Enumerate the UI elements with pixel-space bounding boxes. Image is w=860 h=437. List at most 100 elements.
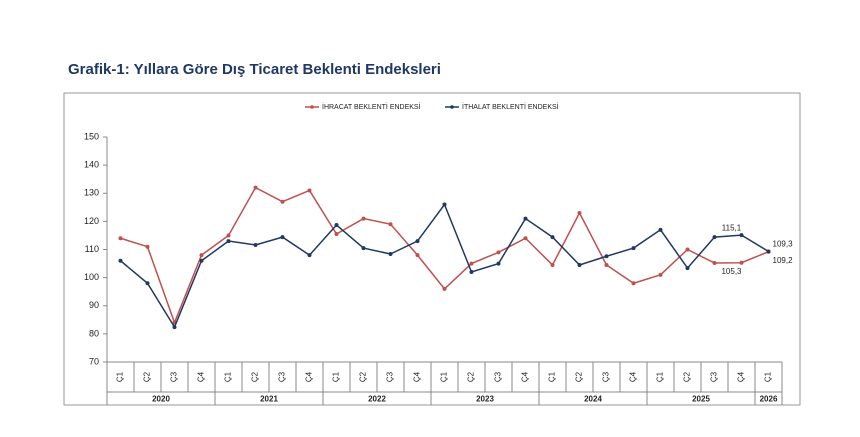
legend-marker	[450, 105, 454, 109]
x-tick-label: Ç3	[278, 371, 287, 382]
point	[280, 199, 285, 204]
x-tick-label: Ç3	[602, 371, 611, 382]
point	[199, 258, 204, 263]
x-tick-label: Ç1	[656, 371, 665, 382]
point	[523, 236, 528, 241]
x-tick-label: Ç1	[440, 371, 449, 382]
y-tick-label: 150	[84, 131, 99, 141]
point	[280, 235, 285, 240]
point	[334, 223, 339, 228]
x-tick-label: Ç4	[521, 371, 530, 382]
point	[712, 235, 717, 240]
x-tick-label: Ç4	[737, 371, 746, 382]
point	[604, 254, 609, 259]
legend-label: İTHALAT BEKLENTİ ENDEKSİ	[462, 102, 559, 111]
value-label: 109,2	[773, 256, 794, 265]
point	[253, 185, 258, 190]
point	[631, 281, 636, 286]
point	[685, 266, 690, 271]
value-label: 115,1	[722, 223, 742, 232]
x-tick-label: Ç4	[305, 371, 314, 382]
point	[361, 216, 366, 221]
x-tick-label: Ç3	[170, 371, 179, 382]
point	[226, 239, 231, 244]
x-tick-label: Ç3	[386, 371, 395, 382]
point	[388, 222, 393, 227]
point	[199, 253, 204, 258]
x-tick-label: Ç4	[629, 371, 638, 382]
point	[658, 227, 663, 232]
point	[145, 244, 150, 249]
point	[442, 202, 447, 207]
x-tick-label: Ç1	[224, 371, 233, 382]
x-tick-label: Ç2	[575, 371, 584, 382]
x-tick-label: Ç1	[332, 371, 341, 382]
x-tick-label: Ç2	[683, 371, 692, 382]
x-tick-label: Ç2	[251, 371, 260, 382]
x-tick-label: Ç3	[494, 371, 503, 382]
x-tick-label: Ç2	[359, 371, 368, 382]
point	[550, 235, 555, 240]
group-label: 2021	[260, 395, 278, 404]
x-tick-label: Ç3	[710, 371, 719, 382]
y-tick-label: 120	[84, 216, 99, 226]
point	[415, 239, 420, 244]
y-tick-label: 80	[89, 328, 99, 338]
x-tick-label: Ç1	[116, 371, 125, 382]
point	[442, 286, 447, 291]
group-label: 2025	[692, 395, 710, 404]
y-tick-label: 100	[84, 272, 99, 282]
point	[253, 243, 258, 247]
x-tick-label: Ç4	[197, 371, 206, 382]
x-tick-label: Ç2	[143, 371, 152, 382]
point	[739, 233, 744, 238]
point	[469, 261, 474, 266]
point	[388, 252, 393, 256]
point	[415, 253, 420, 258]
y-tick-label: 140	[84, 160, 99, 170]
y-tick-label: 70	[89, 356, 99, 366]
value-label: 105,3	[721, 267, 742, 276]
x-tick-label: Ç1	[548, 371, 557, 382]
chart-title: Grafik-1: Yıllara Göre Dış Ticaret Bekle…	[68, 61, 441, 78]
point	[496, 261, 501, 266]
point	[523, 216, 528, 221]
x-tick-label: Ç1	[764, 371, 773, 382]
group-label: 2024	[584, 395, 602, 404]
value-label: 109,3	[773, 240, 794, 249]
point	[226, 233, 231, 238]
x-tick-label: Ç4	[413, 371, 422, 382]
point	[145, 281, 150, 286]
y-tick-label: 90	[89, 300, 99, 310]
chart-frame	[63, 92, 801, 406]
point	[550, 262, 555, 267]
point	[469, 270, 474, 274]
point	[172, 325, 177, 330]
point	[604, 262, 609, 267]
point	[577, 210, 582, 215]
group-label: 2022	[368, 395, 386, 404]
point	[712, 261, 717, 265]
x-tick-label: Ç2	[467, 371, 476, 382]
point	[631, 246, 636, 251]
point	[685, 247, 690, 252]
point	[307, 253, 312, 258]
legend-label: İHRACAT BEKLENTİ ENDEKSİ	[322, 102, 421, 111]
point	[361, 246, 366, 251]
legend-marker	[310, 105, 314, 109]
y-tick-label: 130	[84, 188, 99, 198]
point	[658, 272, 663, 277]
point	[739, 260, 744, 265]
group-label: 2026	[760, 395, 778, 404]
point	[496, 250, 501, 255]
point	[577, 262, 582, 267]
group-label: 2023	[476, 395, 494, 404]
point	[766, 249, 771, 254]
point	[118, 258, 123, 263]
point	[307, 188, 312, 193]
group-label: 2020	[152, 395, 170, 404]
y-tick-label: 110	[85, 244, 99, 254]
point	[118, 236, 123, 241]
point	[334, 232, 339, 237]
